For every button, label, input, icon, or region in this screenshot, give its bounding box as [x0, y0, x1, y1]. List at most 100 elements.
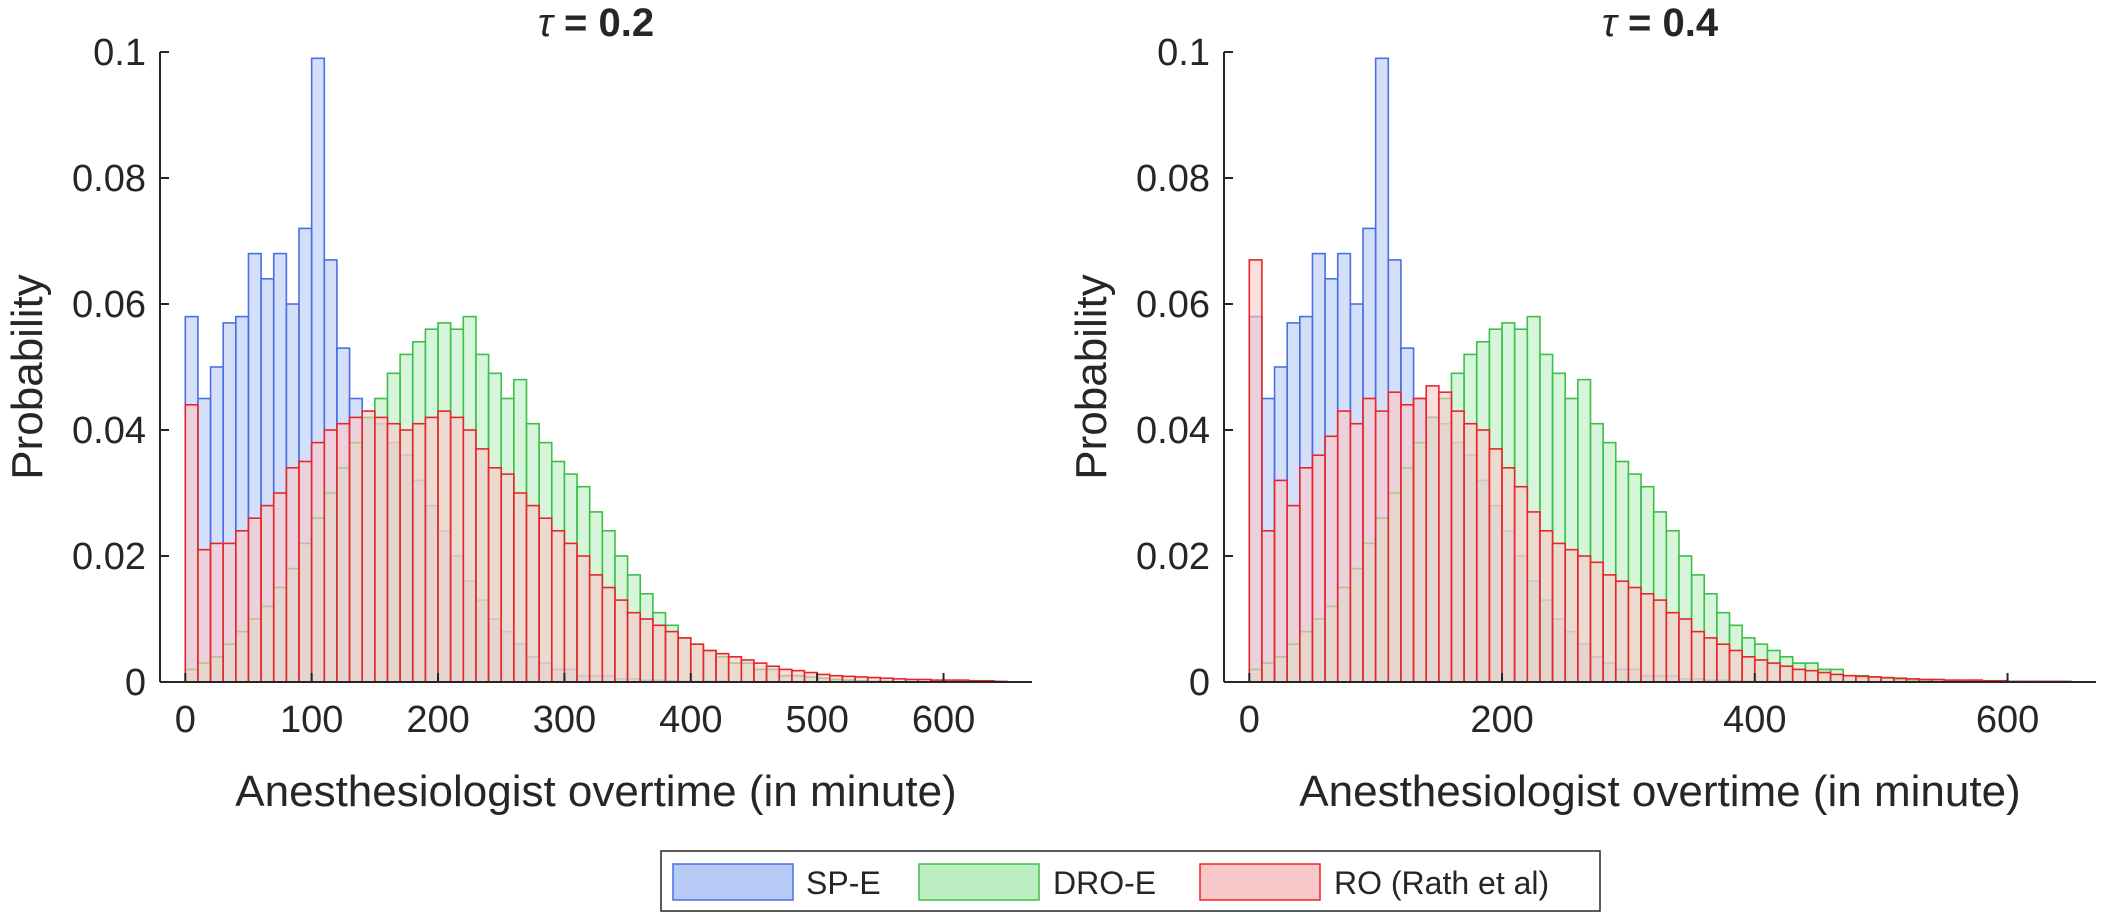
- bar-ro-360: [639, 618, 654, 683]
- y-tick-label: 0.02: [72, 536, 146, 578]
- bar-ro-60: [260, 504, 275, 683]
- bar-ro-400: [1753, 659, 1769, 683]
- legend-box: [660, 850, 1601, 912]
- bar-ro-410: [702, 649, 717, 683]
- bar-ro-240: [1551, 542, 1567, 683]
- bar-ro-120: [1400, 403, 1415, 683]
- bar-ro-380: [664, 630, 679, 683]
- bar-ro-100: [310, 441, 326, 683]
- bar-ro-320: [1652, 599, 1668, 683]
- series-ro: [184, 403, 1008, 683]
- bar-ro-330: [601, 586, 616, 683]
- bar-ro-200: [437, 410, 452, 683]
- bar-ro-140: [1425, 385, 1440, 683]
- bar-ro-0: [184, 403, 199, 683]
- bar-ro-500: [816, 673, 831, 683]
- bar-ro-100: [1374, 410, 1390, 683]
- series-ro: [1248, 259, 2072, 683]
- bar-ro-120: [336, 422, 351, 683]
- bar-ro-270: [525, 504, 540, 683]
- y-tick-label: 0.06: [72, 284, 146, 326]
- bar-ro-20: [209, 542, 224, 683]
- bar-ro-350: [1690, 630, 1706, 683]
- chart-title-text: = 0.2: [553, 1, 654, 45]
- bar-ro-340: [614, 599, 629, 683]
- bar-ro-150: [374, 416, 389, 683]
- y-axis-label: Probability: [1067, 274, 1116, 479]
- bar-ro-430: [1791, 668, 1807, 683]
- x-axis-label: Anesthesiologist overtime (in minute): [235, 767, 956, 816]
- histogram-panel-tau-0-2: 0 100 200 300 400 500 600 0 0.02 0.04 0.06 0.08 0.1 A…: [3, 1, 1032, 816]
- y-tick-label: 0.08: [72, 158, 146, 200]
- y-tick-label: 0.1: [93, 32, 146, 74]
- x-tick-label: 0: [175, 699, 196, 741]
- bar-ro-180: [411, 422, 427, 683]
- bar-ro-150: [1438, 391, 1453, 683]
- bar-ro-190: [1488, 448, 1503, 683]
- bar-ro-200: [1501, 466, 1516, 683]
- bar-ro-280: [1602, 574, 1617, 683]
- bar-ro-460: [1829, 673, 1845, 683]
- bar-ro-310: [1640, 592, 1655, 683]
- bar-ro-250: [1564, 548, 1579, 683]
- bar-ro-210: [449, 416, 465, 683]
- bar-ro-490: [803, 671, 818, 683]
- bar-ro-390: [677, 637, 692, 683]
- bar-ro-400: [689, 643, 705, 683]
- bar-ro-240: [487, 466, 503, 683]
- legend-label-dro-e: DRO-E: [1053, 865, 1156, 901]
- bar-ro-230: [475, 448, 490, 683]
- bar-ro-450: [753, 662, 768, 683]
- bar-ro-140: [361, 410, 376, 683]
- bar-ro-290: [1614, 580, 1630, 683]
- bar-ro-300: [1627, 586, 1642, 683]
- bar-ro-180: [1475, 429, 1491, 683]
- x-tick-label: 600: [912, 699, 975, 741]
- bar-ro-160: [1450, 410, 1465, 683]
- bar-ro-290: [550, 529, 566, 683]
- bar-ro-440: [740, 659, 755, 683]
- x-tick-label: 0: [1239, 699, 1260, 741]
- chart-title-text: = 0.4: [1617, 1, 1719, 45]
- bar-ro-170: [399, 429, 414, 683]
- chart-title: τ = 0.2: [538, 1, 654, 45]
- bar-ro-410: [1766, 662, 1781, 683]
- bar-ro-310: [576, 555, 591, 683]
- y-axis-label: Probability: [3, 274, 52, 479]
- bar-ro-470: [778, 668, 793, 683]
- bar-ro-90: [298, 460, 313, 683]
- chart-title-symbol: τ: [1602, 1, 1620, 45]
- x-tick-label: 200: [406, 699, 469, 741]
- bar-ro-450: [1817, 671, 1832, 683]
- x-axis-label: Anesthesiologist overtime (in minute): [1299, 767, 2020, 816]
- bar-ro-330: [1665, 611, 1680, 683]
- bar-ro-420: [1779, 665, 1794, 683]
- legend-label-sp-e: SP-E: [806, 865, 881, 901]
- y-tick-label: 0.08: [1136, 158, 1210, 200]
- bar-ro-280: [538, 517, 553, 683]
- histogram-panel-tau-0-4: 0 200 400 600 0 0.02 0.04 0.06 0.08 0.1 Anesthesio…: [1067, 1, 2096, 816]
- bar-ro-0: [1248, 259, 1263, 683]
- bar-ro-220: [462, 429, 477, 683]
- y-tick-label: 0.1: [1157, 32, 1210, 74]
- bar-ro-60: [1324, 435, 1339, 683]
- bar-ro-270: [1589, 561, 1604, 683]
- y-tick-label: 0: [1189, 662, 1210, 704]
- bar-ro-90: [1362, 397, 1377, 683]
- bar-ro-50: [247, 517, 262, 683]
- bar-ro-370: [1716, 643, 1731, 683]
- x-tick-label: 400: [1723, 699, 1786, 741]
- bar-ro-350: [626, 611, 642, 683]
- x-tick-label: 300: [533, 699, 596, 741]
- bar-ro-380: [1728, 649, 1743, 683]
- y-tick-label: 0.04: [72, 410, 146, 452]
- bar-ro-110: [323, 429, 338, 683]
- bar-ro-190: [424, 416, 439, 683]
- bar-ro-300: [563, 542, 578, 683]
- bar-ro-80: [1349, 422, 1364, 683]
- bar-ro-20: [1273, 479, 1288, 683]
- x-tick-label: 400: [659, 699, 722, 741]
- bar-ro-10: [197, 548, 212, 683]
- bar-ro-40: [235, 529, 250, 683]
